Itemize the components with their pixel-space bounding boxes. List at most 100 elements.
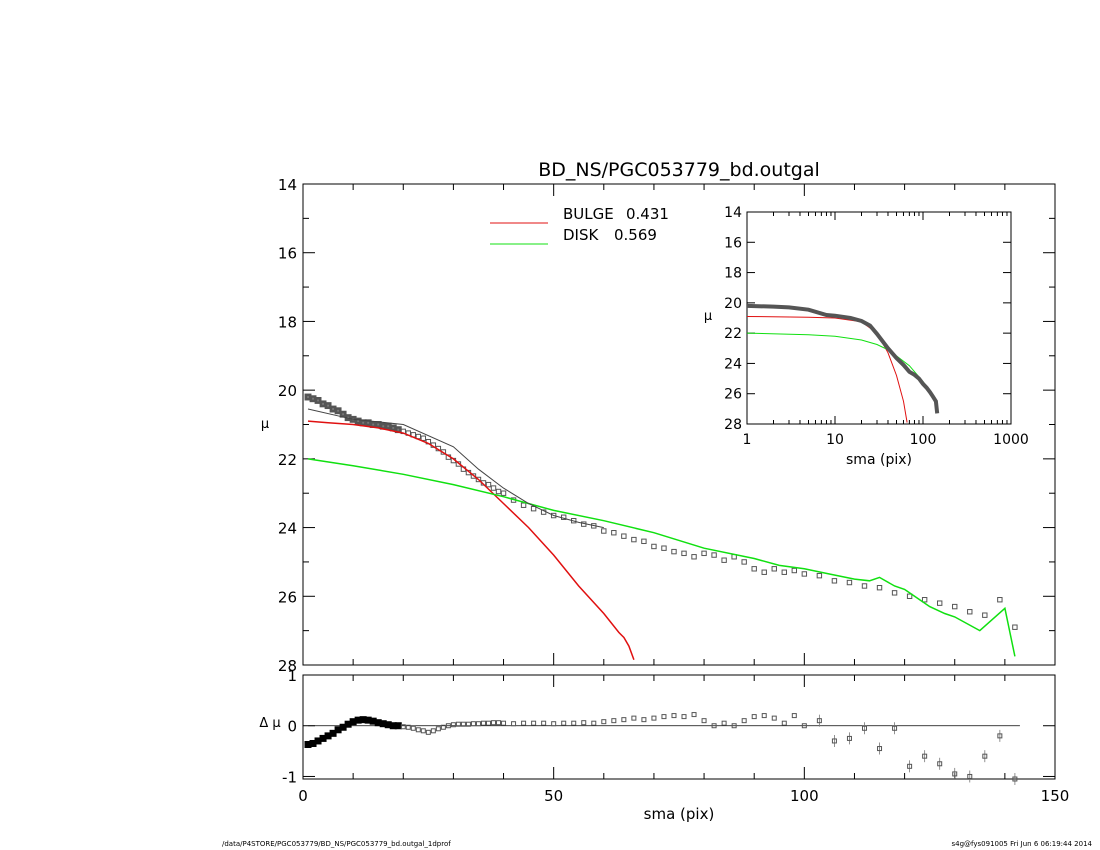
series-line-bulge (307, 420, 635, 661)
residual-point (631, 715, 637, 721)
main-y-tick-label: 28 (278, 657, 297, 675)
data-point (861, 583, 868, 589)
residual-point (551, 721, 557, 727)
residual-point (952, 771, 958, 777)
residual-point (831, 738, 837, 744)
residual-point (374, 719, 382, 727)
data-point (701, 550, 707, 557)
residual-point (997, 733, 1003, 739)
residual-point (384, 721, 392, 729)
residual-point (621, 717, 627, 723)
data-point (771, 566, 777, 572)
data-point (420, 435, 427, 441)
residual-point (496, 720, 502, 726)
data-point (952, 603, 958, 610)
residual-point (816, 718, 822, 724)
residual-point (359, 716, 367, 724)
data-point (997, 597, 1003, 603)
residual-point (681, 714, 687, 720)
data-point (384, 422, 392, 430)
residual-point (721, 720, 727, 726)
inset-panel: 14 16 18 20 22 24 26 281 10 100 1000 sma (pix) μ (704, 205, 1029, 468)
residual-point (581, 720, 587, 726)
residual-point (470, 721, 476, 727)
data-point (921, 597, 928, 603)
residual-point (475, 721, 481, 727)
data-point (721, 557, 727, 563)
inset-y-tick-label: 28 (724, 417, 742, 433)
residual-point (661, 714, 667, 720)
main-y-tick-label: 14 (278, 176, 297, 194)
residual-point (400, 724, 406, 730)
inset-x-label: sma (pix) (846, 452, 912, 468)
data-point (520, 502, 527, 508)
residual-point (415, 727, 421, 733)
data-point (314, 397, 322, 404)
residual-point (480, 720, 486, 726)
data-point (846, 579, 853, 586)
residual-point (450, 722, 456, 728)
data-point (801, 571, 808, 577)
data-point (751, 566, 757, 572)
residual-point (334, 726, 342, 734)
residual-point (389, 722, 397, 730)
data-point (621, 533, 627, 539)
residual-point (445, 723, 451, 729)
data-point (906, 593, 913, 599)
inset-x-tick-label: 100 (910, 432, 937, 448)
data-point (550, 512, 557, 519)
data-point (876, 584, 883, 591)
legend-label-bulge: BULGE (563, 205, 614, 223)
legend-value-disk: 0.569 (614, 226, 657, 244)
residual-point (430, 728, 436, 734)
data-point (389, 424, 397, 432)
data-point (329, 405, 337, 413)
data-point (781, 569, 787, 575)
residual-point (531, 720, 537, 726)
residual-point (701, 718, 707, 724)
chart-title: BD_NS/PGC053779_bd.outgal (538, 159, 820, 181)
residual-point (319, 734, 327, 742)
residual-frame (302, 674, 1056, 780)
residual-point (846, 735, 852, 741)
residual-point (741, 718, 747, 724)
inset-y-tick-label: 16 (724, 235, 742, 251)
residual-point (435, 726, 441, 732)
residual-point (485, 720, 491, 726)
inset-x-tick-label: 10 (826, 432, 844, 448)
data-point (601, 528, 607, 534)
residual-point (922, 753, 928, 759)
residual-point (967, 773, 973, 779)
data-point (334, 407, 342, 415)
residual-point (460, 721, 466, 727)
residual-y-tick-label: 0 (287, 718, 297, 736)
main-panel: BD_NS/PGC053779_bd.outgal μ 14 16 18 20 22 24 26… (261, 159, 1056, 675)
residual-point (781, 720, 787, 726)
data-point (339, 410, 347, 418)
series-line-disk (307, 458, 1016, 657)
residual-point (771, 715, 777, 721)
data-point (761, 569, 767, 575)
residual-x-tick-label: 150 (1041, 787, 1070, 805)
residual-point (611, 718, 617, 724)
series-line-total (307, 408, 604, 529)
inset-y-tick-label: 22 (724, 326, 742, 342)
residual-point (861, 725, 867, 731)
residual-point (304, 741, 312, 749)
inset-y-label: μ (704, 309, 712, 324)
data-point (641, 538, 647, 545)
residual-point (349, 718, 357, 726)
residual-point (364, 716, 372, 724)
main-y-tick-label: 24 (278, 520, 297, 538)
residual-point (801, 723, 807, 729)
data-point (631, 536, 637, 543)
residual-point (982, 753, 988, 759)
residual-point (521, 720, 527, 726)
residual-point (324, 732, 332, 740)
residual-point (309, 739, 317, 747)
inset-series-data (746, 303, 940, 414)
data-point (1012, 624, 1018, 630)
data-point (495, 488, 502, 495)
residual-y-label: Δ μ (259, 716, 280, 731)
